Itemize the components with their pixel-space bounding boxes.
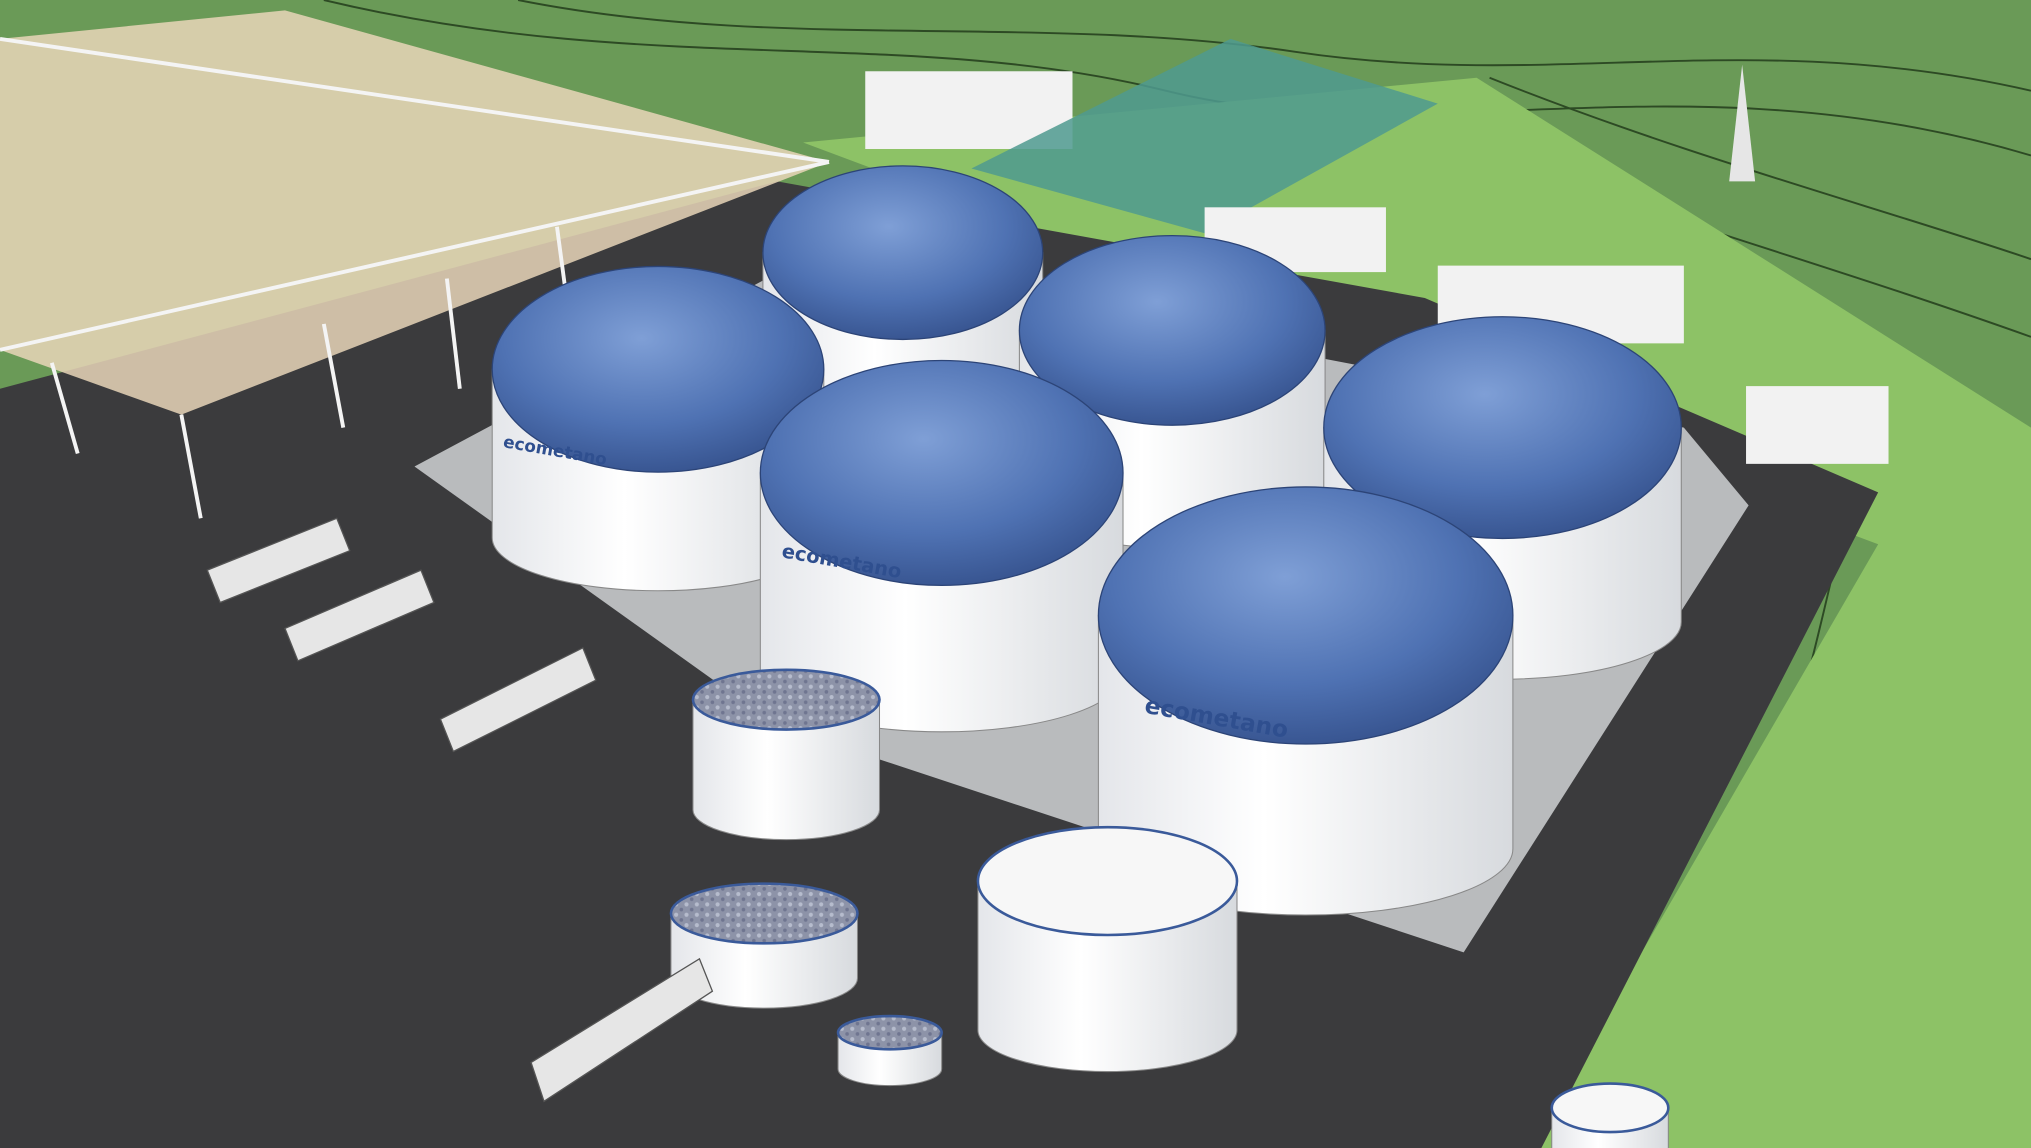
storage-shed <box>0 10 829 415</box>
tank-top <box>669 882 859 945</box>
tanks <box>491 165 1682 1148</box>
tank-dome <box>759 359 1124 587</box>
shed-frame <box>0 36 830 519</box>
flare-stack <box>1729 64 1756 182</box>
tank-top <box>1550 1082 1670 1134</box>
greenhouse <box>971 38 1438 234</box>
building <box>1746 386 1889 464</box>
tank-top <box>691 668 881 731</box>
tank-dome <box>1018 234 1326 426</box>
tank-dome <box>1323 316 1682 540</box>
tank-dome <box>1097 486 1514 745</box>
lawn <box>803 77 2031 1148</box>
tank-body <box>692 699 881 841</box>
tank-top <box>976 825 1239 937</box>
tank-dome <box>762 165 1044 341</box>
tank-dome <box>491 265 825 473</box>
trucks <box>206 517 714 1103</box>
tank-top <box>836 1014 943 1051</box>
